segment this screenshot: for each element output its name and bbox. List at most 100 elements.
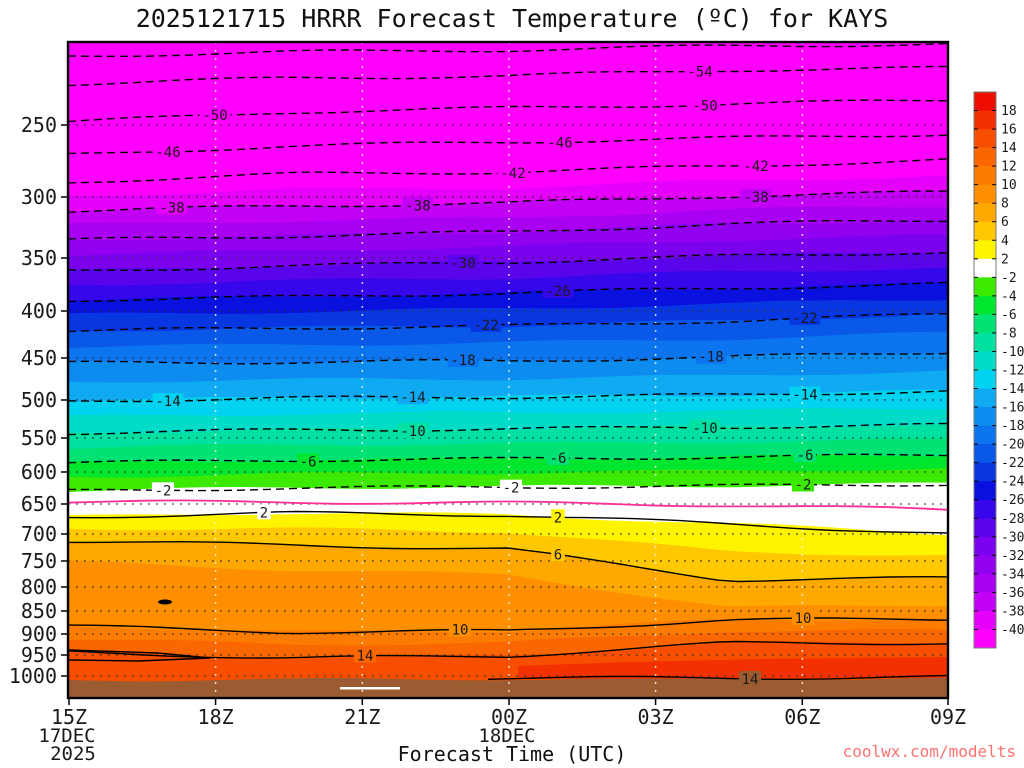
colorbar-tick-label: -36: [1001, 586, 1024, 601]
colorbar-segment: [974, 499, 996, 519]
colorbar-tick-label: -8: [1001, 326, 1017, 341]
colorbar-tick-label: -2: [1001, 271, 1017, 286]
contour-label-backing: [353, 647, 377, 663]
colorbar-segment: [974, 610, 996, 630]
colorbar-segment: [974, 407, 996, 427]
y-tick-label: 900: [21, 622, 57, 646]
y-tick-label: 650: [21, 492, 57, 516]
colorbar-tick-label: -28: [1001, 512, 1024, 527]
colorbar-tick-label: 4: [1001, 234, 1009, 249]
colorbar-segment: [974, 166, 996, 186]
contour-label: -6: [797, 448, 814, 464]
y-axis-pressure: 2503003504004505005506006507007508008509…: [9, 113, 68, 688]
x-tick-label: 18Z: [198, 705, 234, 729]
colorbar-segment: [974, 518, 996, 538]
x-axis-title: Forecast Time (UTC): [397, 742, 627, 766]
colorbar-segment: [974, 240, 996, 260]
contour-label: -46: [155, 145, 180, 161]
x-tick-label: 03Z: [638, 705, 674, 729]
x-tick-sublabel: 2025: [50, 743, 96, 765]
grid-lines: [68, 42, 948, 698]
contour-line--42: [68, 158, 948, 184]
contour-label: -46: [547, 136, 572, 152]
contour-label-backing: [791, 610, 815, 626]
colorbar-segment: [974, 92, 996, 112]
chart-title: 2025121715 HRRR Forecast Temperature (ºC…: [135, 4, 889, 33]
y-tick-label: 700: [21, 522, 57, 546]
colorbar: 18 16 14 12 10 8 6 4 2 -2 -4 -6 -8 -10 -12 -14 -16 -18 -20…: [973, 91, 1024, 649]
contour-label: -14: [155, 394, 180, 410]
colorbar-tick-label: -6: [1001, 308, 1017, 323]
colorbar-segment: [974, 203, 996, 223]
colorbar-segment: [974, 573, 996, 593]
contour-label-backing: [257, 504, 271, 520]
contour-label: -42: [743, 159, 768, 175]
colorbar-tick-label: -14: [1001, 382, 1024, 397]
contour-line-14: [487, 674, 948, 680]
contour-line-14: [68, 649, 211, 662]
colorbar-tick-label: -32: [1001, 549, 1024, 564]
colorbar-tick-label: -10: [1001, 345, 1024, 360]
y-tick-label: 1000: [9, 664, 57, 688]
contour-label: -6: [550, 451, 567, 467]
colorbar-segment: [974, 462, 996, 482]
contour-label: -22: [792, 311, 817, 327]
x-tick-sublabel: 17DEC: [38, 725, 95, 747]
colorbar-tick-label: -24: [1001, 475, 1024, 490]
contour-label: -38: [405, 198, 430, 214]
contour-line--30: [68, 251, 948, 271]
contour-label-backing: [789, 309, 821, 325]
contour-label: -50: [692, 98, 717, 114]
colorbar-segment: [974, 314, 996, 334]
y-tick-label: 450: [21, 346, 57, 370]
contour-label-backing: [447, 351, 479, 367]
contour-label-backing: [791, 476, 815, 492]
warm-surface-patch: [518, 657, 948, 679]
y-tick-label: 300: [21, 185, 57, 209]
colorbar-segment: [974, 425, 996, 445]
colorbar-tick-label: 14: [1001, 141, 1017, 156]
contour-label-backing: [199, 106, 231, 122]
contour-label-backing: [402, 197, 434, 213]
contour-label: -10: [400, 424, 425, 440]
y-tick-label: 350: [21, 246, 57, 270]
colorbar-tick-label: -16: [1001, 401, 1024, 416]
colorbar-segment: [974, 481, 996, 501]
colorbar-segment: [974, 592, 996, 612]
colorbar-segment: [974, 277, 996, 297]
contour-label: 10: [452, 623, 469, 639]
contour-label: -2: [155, 483, 172, 499]
colorbar-tick-label: -34: [1001, 567, 1024, 582]
colorbar-tick-label: 8: [1001, 197, 1009, 212]
contour-label-backing: [497, 165, 529, 181]
x-tick-sublabel: 18DEC: [478, 725, 535, 747]
contour-label-backing: [546, 449, 570, 465]
contour-label-backing: [684, 63, 716, 79]
y-tick-label: 250: [21, 113, 57, 137]
contour-line-2: [68, 510, 948, 534]
colorbar-segment: [974, 129, 996, 149]
contour-label: -50: [202, 108, 227, 124]
contour-label: 2: [554, 510, 562, 526]
contour-label-backing: [152, 393, 184, 409]
colorbar-segment: [974, 555, 996, 575]
y-tick-label: 600: [21, 460, 57, 484]
contour-line--34: [68, 220, 948, 240]
contour-label: -38: [159, 200, 184, 216]
colorbar-segment: [974, 351, 996, 371]
y-tick-label: 950: [21, 643, 57, 667]
y-tick-label: 500: [21, 388, 57, 412]
colorbar-tick-label: -30: [1001, 530, 1024, 545]
contour-label-backing: [397, 389, 429, 405]
colorbar-segment: [974, 295, 996, 315]
contour-label-backing: [544, 134, 576, 150]
plot-border: [66, 40, 950, 700]
temp-band: [68, 676, 948, 698]
contour-label: -6: [300, 454, 317, 470]
colorbar-tick-label: -22: [1001, 456, 1024, 471]
contour-label: -30: [450, 256, 475, 272]
contour-label: 10: [795, 611, 812, 627]
contour-label: -14: [792, 388, 817, 404]
